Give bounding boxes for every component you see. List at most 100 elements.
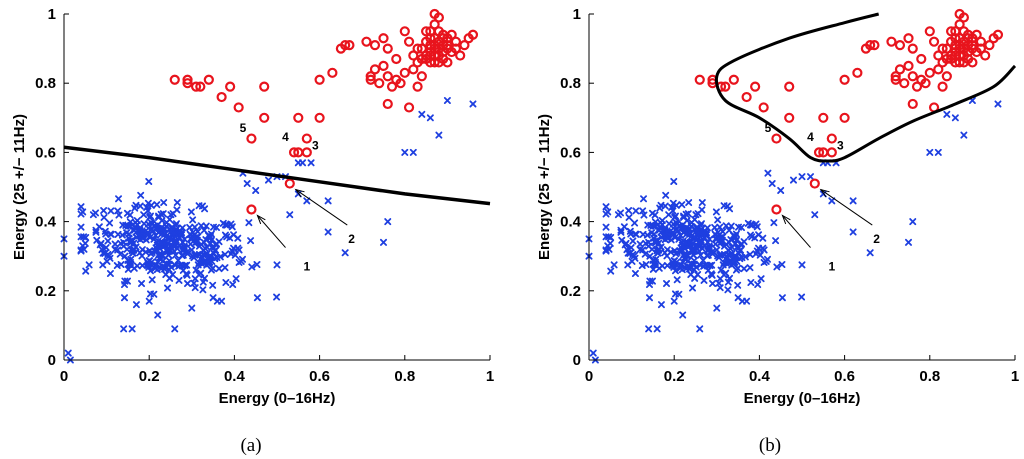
blue-cross-160 (602, 210, 610, 218)
blue-cross-348 (762, 257, 770, 265)
red-circle-25 (886, 36, 897, 47)
red-circle-83 (984, 40, 995, 51)
blue-cross-368 (674, 227, 682, 235)
blue-cross-277 (123, 245, 131, 253)
red-circle-21 (852, 67, 863, 78)
blue-cross-312 (123, 229, 131, 237)
blue-cross-23 (849, 228, 857, 236)
blue-cross-417 (199, 278, 207, 286)
blue-cross-377 (623, 246, 631, 254)
blue-cross-58 (734, 281, 742, 289)
blue-cross-11 (738, 297, 746, 305)
blue-cross-340 (622, 239, 630, 247)
blue-cross-270 (183, 261, 191, 269)
blue-cross-439 (673, 248, 681, 256)
blue-cross-140 (740, 265, 748, 273)
red-circle-28 (907, 43, 918, 54)
blue-cross-231 (711, 223, 719, 231)
blue-cross-310 (741, 253, 749, 261)
red-circle-69 (992, 29, 1004, 40)
x-tick-label-1: 0.2 (139, 368, 160, 385)
blue-cross-413 (169, 271, 177, 279)
annotation-label-3: 3 (312, 138, 319, 152)
blue-cross-17 (264, 176, 272, 184)
y-tick-label-4: 0.8 (35, 75, 56, 92)
blue-cross-24 (866, 249, 874, 257)
blue-cross-450 (655, 226, 663, 234)
blue-cross-326 (753, 247, 761, 255)
red-circle-27 (903, 33, 914, 44)
red-circle-44 (933, 50, 944, 61)
blue-cross-215 (724, 286, 732, 294)
blue-cross-435 (167, 228, 175, 236)
blue-cross-310 (216, 253, 224, 261)
red-circle-11 (246, 133, 257, 144)
blue-cross-307 (697, 251, 705, 259)
blue-cross-100 (221, 250, 229, 258)
y-tick-label-1: 0.2 (35, 283, 56, 300)
blue-cross-413 (694, 271, 702, 279)
blue-cross-424 (204, 254, 212, 262)
red-circle-40 (924, 67, 935, 78)
blue-cross-37 (324, 197, 332, 205)
blue-cross-327 (648, 277, 656, 285)
blue-cross-377 (98, 246, 106, 254)
blue-cross-363 (171, 230, 179, 238)
blue-cross-412 (657, 233, 665, 241)
blue-cross-386 (144, 261, 152, 269)
blue-cross-144 (610, 261, 618, 269)
red-circle-31 (928, 36, 940, 47)
blue-cross-344 (175, 276, 183, 284)
blue-cross-296 (133, 217, 141, 225)
x-tick-label-5: 1 (1011, 368, 1019, 385)
blue-cross-282 (77, 223, 85, 231)
blue-cross-273 (699, 256, 707, 264)
blue-cross-407 (726, 258, 734, 266)
blue-cross-416 (202, 222, 210, 230)
blue-cross-288 (700, 262, 708, 270)
blue-cross-410 (667, 236, 675, 244)
blue-cross-22 (307, 159, 315, 167)
blue-cross-134 (92, 228, 100, 236)
red-circle-0 (694, 74, 705, 85)
blue-cross-270 (708, 261, 716, 269)
blue-cross-253 (159, 226, 167, 234)
blue-cross-418 (153, 201, 161, 209)
blue-cross-28 (409, 148, 417, 156)
red-circle-67 (980, 50, 991, 61)
y-axis-label-a: Energy (25 +/− 11Hz) (11, 114, 28, 260)
blue-cross-382 (669, 259, 677, 267)
blue-cross-457 (101, 227, 109, 235)
blue-cross-68 (189, 216, 197, 224)
red-circle-53 (954, 19, 965, 30)
red-circle-41 (382, 98, 393, 110)
blue-cross-37 (849, 197, 857, 205)
blue-cross-274 (658, 262, 666, 270)
red-circle-43 (911, 81, 923, 92)
red-circle-28 (382, 43, 393, 54)
blue-cross-288 (175, 262, 183, 270)
blue-cross-29 (418, 110, 426, 118)
blue-cross-367 (607, 267, 615, 275)
blue-cross-31 (443, 97, 451, 104)
blue-cross-448 (198, 253, 206, 261)
annotation-label-3: 3 (837, 138, 844, 152)
blue-cross-408 (688, 219, 696, 227)
blue-cross-397 (602, 233, 610, 241)
red-circle-14 (301, 133, 312, 144)
blue-cross-213 (602, 203, 610, 211)
red-circle-80 (429, 50, 440, 61)
blue-cross-417 (724, 278, 732, 286)
blue-cross-350 (187, 208, 195, 216)
axes-a: 0 0.2 0.4 0.6 0.8 1 0 0.2 0.4 0.6 0.8 1 (35, 6, 494, 385)
blue-cross-58 (209, 281, 217, 289)
blue-cross-368 (149, 227, 157, 235)
red-circle-30 (924, 26, 935, 37)
red-circle-89 (954, 40, 965, 51)
blue-cross-18 (807, 173, 815, 181)
blue-cross-352 (253, 294, 261, 302)
blue-cross-259 (754, 281, 762, 289)
blue-cross-423 (730, 260, 738, 268)
blue-cross-419 (681, 238, 689, 246)
blue-cross-431 (735, 223, 743, 231)
